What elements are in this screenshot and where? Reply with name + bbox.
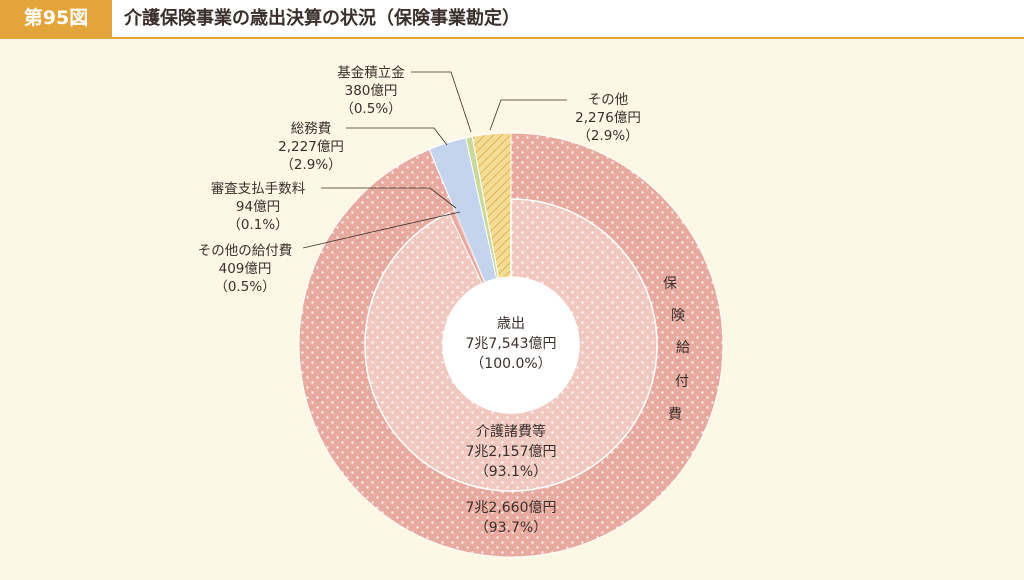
- figure-title: 介護保険事業の歳出決算の状況（保険事業勘定）: [124, 8, 520, 29]
- label-somu-value: 2,227億円: [278, 139, 344, 155]
- center-label: 歳出: [497, 316, 525, 332]
- label-kikin-percent: （0.5%）: [340, 101, 401, 117]
- ring-char-5: 費: [668, 407, 682, 423]
- ring-char-1: 保: [663, 276, 677, 292]
- label-kaigo-name: 介護諸費等: [476, 423, 546, 440]
- ring-char-3: 給: [676, 340, 690, 356]
- label-hoken-percent: （93.7%）: [475, 520, 547, 536]
- leader-line-shinsa: [321, 187, 457, 209]
- donut-hole: [443, 277, 579, 413]
- label-hoken-value: 7兆2,660億円: [466, 500, 557, 516]
- label-kikin-value: 380億円: [345, 83, 398, 99]
- center-percent: （100.0%）: [470, 356, 551, 372]
- label-sonota-kyufu-value: 409億円: [219, 261, 272, 277]
- label-sonota-name: その他: [588, 92, 629, 108]
- ring-char-2: 険: [671, 308, 685, 324]
- center-value: 7兆7,543億円: [466, 336, 557, 352]
- label-sonota-percent: （2.9%）: [577, 128, 638, 144]
- label-sonota-kyufu-percent: （0.5%）: [214, 279, 275, 295]
- label-shinsa-value: 94億円: [236, 199, 280, 215]
- leader-line-sonota-kyufu: [302, 211, 461, 249]
- figure-number: 第95図: [0, 0, 112, 37]
- label-somu-percent: （2.9%）: [280, 157, 341, 173]
- figure-header: 第95図 介護保険事業の歳出決算の状況（保険事業勘定）: [0, 0, 1024, 39]
- label-shinsa-percent: （0.1%）: [227, 217, 288, 233]
- leader-line-somu: [346, 127, 448, 146]
- label-sonota-value: 2,276億円: [575, 110, 641, 126]
- label-sonota-kyufu-name: その他の給付費: [198, 243, 293, 259]
- label-kikin-name: 基金積立金: [337, 64, 405, 81]
- label-kaigo-value: 7兆2,157億円: [466, 444, 557, 460]
- label-somu-name: 総務費: [291, 121, 332, 137]
- ring-char-4: 付: [675, 374, 689, 390]
- label-kaigo-percent: （93.1%）: [475, 464, 547, 480]
- label-shinsa-name: 審査支払手数料: [211, 181, 306, 197]
- leader-line-kikin: [411, 71, 472, 133]
- leader-line-sonota: [489, 99, 567, 131]
